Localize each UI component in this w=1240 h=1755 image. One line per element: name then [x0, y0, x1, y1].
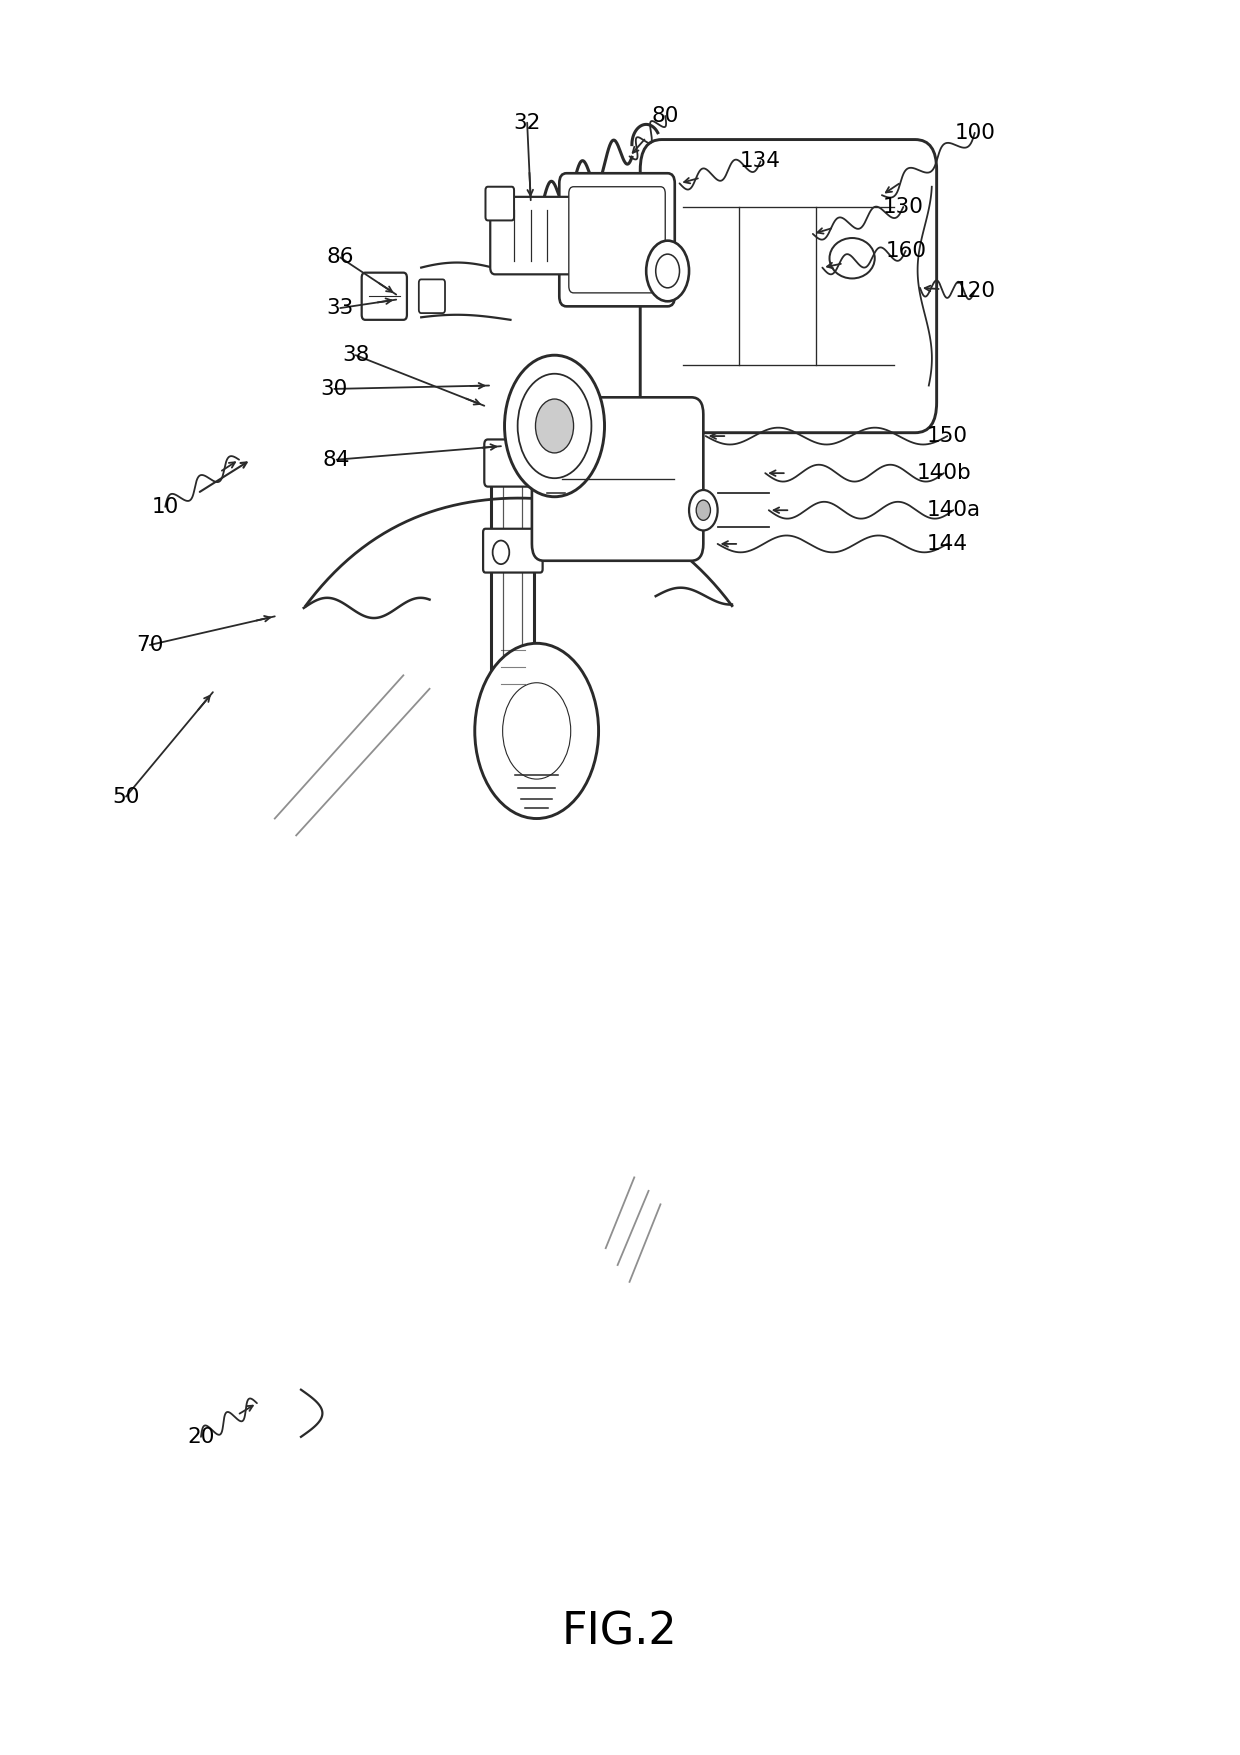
Text: 100: 100	[955, 123, 996, 142]
Text: 120: 120	[955, 281, 996, 302]
Text: 38: 38	[342, 346, 370, 365]
Circle shape	[656, 254, 680, 288]
Text: 80: 80	[651, 105, 680, 126]
Circle shape	[536, 398, 574, 453]
Text: 140b: 140b	[916, 463, 971, 483]
FancyBboxPatch shape	[490, 197, 579, 274]
FancyBboxPatch shape	[532, 397, 703, 562]
Circle shape	[696, 500, 711, 519]
Text: 10: 10	[151, 497, 179, 516]
FancyBboxPatch shape	[419, 279, 445, 312]
Text: 20: 20	[187, 1427, 215, 1446]
Text: 30: 30	[321, 379, 348, 398]
Circle shape	[475, 644, 599, 818]
FancyBboxPatch shape	[486, 186, 515, 221]
FancyBboxPatch shape	[484, 528, 543, 572]
Text: 144: 144	[926, 534, 968, 555]
Text: FIG.2: FIG.2	[562, 1611, 678, 1653]
Text: 50: 50	[113, 786, 140, 807]
Circle shape	[517, 374, 591, 477]
Text: 150: 150	[926, 426, 968, 446]
Text: 130: 130	[883, 197, 924, 218]
Text: 140a: 140a	[926, 500, 981, 519]
Text: 86: 86	[326, 247, 353, 267]
Text: 134: 134	[740, 151, 781, 172]
FancyBboxPatch shape	[485, 439, 542, 486]
Circle shape	[502, 683, 570, 779]
FancyBboxPatch shape	[640, 140, 936, 433]
Text: 84: 84	[322, 449, 351, 470]
Circle shape	[646, 240, 689, 302]
Circle shape	[505, 355, 605, 497]
Circle shape	[689, 490, 718, 530]
FancyBboxPatch shape	[569, 186, 665, 293]
Text: 160: 160	[885, 240, 926, 261]
FancyBboxPatch shape	[362, 272, 407, 319]
Circle shape	[492, 541, 510, 563]
Text: 33: 33	[326, 298, 353, 318]
Text: 70: 70	[136, 635, 164, 655]
Text: 32: 32	[513, 112, 541, 133]
FancyBboxPatch shape	[559, 174, 675, 307]
Ellipse shape	[830, 239, 874, 279]
